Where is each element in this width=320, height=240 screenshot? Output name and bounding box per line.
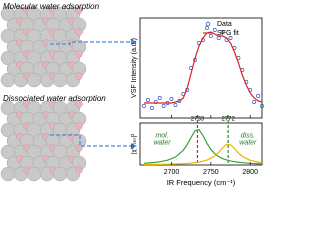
- data-point: [173, 103, 178, 107]
- x-tick-label: 2700: [164, 169, 180, 176]
- x-tick-label: 2800: [242, 169, 258, 176]
- data-point: [141, 104, 146, 108]
- series-line: [143, 129, 263, 165]
- figure: Molecular water adsorption Dissociated w…: [0, 2, 264, 187]
- plot-frame: [139, 17, 263, 119]
- atom: [75, 122, 83, 130]
- atom: [75, 28, 83, 36]
- data-point: [212, 28, 217, 32]
- models: [0, 6, 87, 182]
- legend-label: Data: [217, 21, 232, 28]
- data-point: [169, 97, 174, 101]
- label-bottom: Dissociated water adsorption: [3, 94, 106, 103]
- label-top: Molecular water adsorption: [3, 2, 100, 11]
- atom: [75, 144, 83, 152]
- data-point: [145, 98, 150, 102]
- data-point: [220, 30, 225, 34]
- arrowhead: [131, 143, 137, 149]
- atom: [75, 6, 83, 14]
- data-point: [157, 96, 162, 100]
- annotation: mol. water: [153, 132, 171, 146]
- atom: [0, 166, 16, 182]
- atom: [75, 166, 83, 174]
- data-point: [252, 100, 257, 104]
- atom: [75, 50, 83, 58]
- y-axis-label: VSF Intensity (a.u.): [131, 38, 138, 98]
- arrow: [50, 134, 135, 147]
- data-point: [228, 36, 233, 40]
- atom: [75, 100, 83, 108]
- data-point: [161, 104, 166, 108]
- atom: [26, 166, 42, 182]
- y-axis-label: |χ⁽²⁾ᵣₑₛ|²: [130, 133, 138, 155]
- atom: [0, 72, 16, 88]
- plot-frame: [139, 122, 263, 166]
- legend-marker: [205, 21, 211, 27]
- annotation: diss. water: [239, 132, 257, 146]
- series-line: [143, 143, 263, 166]
- x-axis-label: IR Frequency (cm⁻¹): [167, 178, 236, 187]
- data-point: [208, 34, 213, 38]
- arrow: [50, 41, 135, 45]
- series-line: [143, 31, 263, 104]
- data-point: [256, 94, 261, 98]
- data-point: [204, 26, 209, 30]
- atom: [52, 72, 68, 88]
- arrowhead: [131, 39, 137, 45]
- legend-label: SFG fit: [217, 30, 239, 37]
- atom: [26, 72, 42, 88]
- atom: [75, 72, 83, 80]
- x-tick-label: 2750: [203, 169, 219, 176]
- data-point: [149, 106, 154, 110]
- atom: [52, 166, 68, 182]
- data-point: [216, 36, 221, 40]
- reference-label: 2772: [221, 117, 235, 123]
- reference-label: 2733: [191, 117, 205, 123]
- data-point: [260, 104, 264, 108]
